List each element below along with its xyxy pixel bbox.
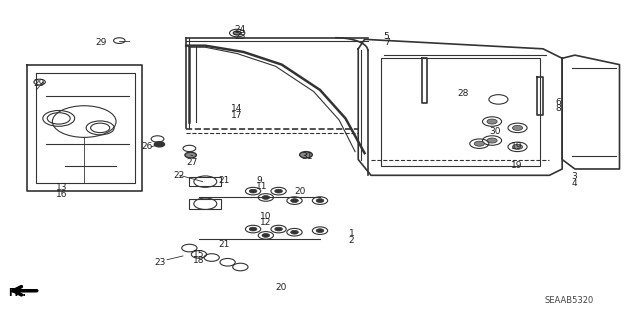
Text: 20: 20 — [275, 283, 287, 292]
Text: 20: 20 — [294, 187, 306, 196]
Text: 17: 17 — [231, 111, 243, 120]
Circle shape — [249, 189, 257, 193]
Text: 30: 30 — [489, 127, 500, 136]
Text: 11: 11 — [256, 182, 268, 191]
Circle shape — [316, 199, 324, 203]
Circle shape — [234, 31, 241, 35]
Circle shape — [316, 229, 324, 233]
Text: 6: 6 — [556, 98, 561, 107]
Text: 10: 10 — [259, 212, 271, 221]
Text: 23: 23 — [154, 258, 166, 267]
Text: FR.: FR. — [8, 288, 26, 298]
Text: 3: 3 — [572, 172, 577, 182]
Circle shape — [291, 230, 298, 234]
Text: 14: 14 — [231, 104, 242, 113]
Text: 22: 22 — [173, 171, 185, 180]
Text: 12: 12 — [259, 218, 271, 227]
Text: 25: 25 — [234, 32, 245, 41]
Text: 28: 28 — [457, 89, 468, 98]
Circle shape — [275, 227, 282, 231]
Circle shape — [513, 144, 523, 149]
Circle shape — [300, 152, 312, 158]
Circle shape — [185, 152, 196, 158]
Circle shape — [474, 141, 484, 146]
Text: 26: 26 — [141, 142, 153, 151]
Text: 9: 9 — [256, 175, 262, 185]
Text: 29: 29 — [33, 79, 45, 88]
Text: 31: 31 — [301, 152, 312, 161]
Text: 8: 8 — [556, 104, 561, 113]
Circle shape — [487, 119, 497, 124]
Text: 21: 21 — [218, 241, 229, 249]
Circle shape — [154, 142, 164, 147]
Circle shape — [291, 199, 298, 203]
Text: 15: 15 — [193, 250, 205, 259]
Text: 7: 7 — [384, 38, 390, 47]
Text: 4: 4 — [572, 179, 577, 188]
Text: 16: 16 — [56, 190, 68, 199]
Circle shape — [262, 234, 269, 237]
Text: 5: 5 — [384, 32, 390, 41]
Text: 18: 18 — [193, 256, 205, 265]
Text: 19: 19 — [511, 161, 523, 170]
Text: 27: 27 — [186, 158, 198, 167]
Text: SEAAB5320: SEAAB5320 — [545, 296, 594, 305]
Circle shape — [262, 196, 269, 199]
Text: 21: 21 — [218, 175, 229, 185]
Text: 1: 1 — [349, 229, 355, 238]
Text: 29: 29 — [96, 38, 107, 47]
Text: 19: 19 — [511, 142, 523, 151]
Text: 13: 13 — [56, 183, 68, 192]
Text: 2: 2 — [349, 236, 355, 245]
Circle shape — [275, 189, 282, 193]
Circle shape — [487, 138, 497, 143]
Circle shape — [249, 227, 257, 231]
Text: 24: 24 — [234, 25, 245, 34]
Circle shape — [513, 125, 523, 130]
